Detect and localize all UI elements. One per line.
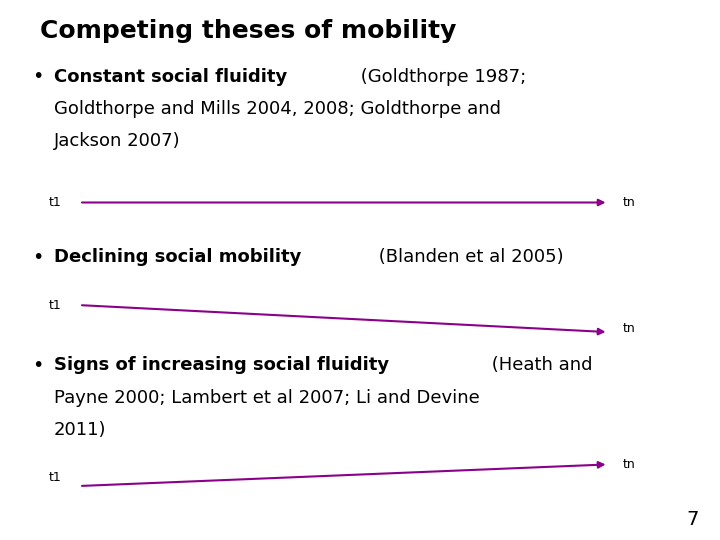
Text: tn: tn (623, 322, 636, 335)
Text: t1: t1 (48, 196, 61, 209)
Text: •: • (32, 248, 44, 267)
Text: tn: tn (623, 458, 636, 471)
Text: t1: t1 (48, 471, 61, 484)
Text: (Heath and: (Heath and (487, 356, 593, 374)
Text: Constant social fluidity: Constant social fluidity (54, 68, 287, 85)
Text: Declining social mobility: Declining social mobility (54, 248, 302, 266)
Text: tn: tn (623, 196, 636, 209)
Text: Signs of increasing social fluidity: Signs of increasing social fluidity (54, 356, 389, 374)
Text: (Blanden et al 2005): (Blanden et al 2005) (373, 248, 564, 266)
Text: 2011): 2011) (54, 421, 107, 439)
Text: Goldthorpe and Mills 2004, 2008; Goldthorpe and: Goldthorpe and Mills 2004, 2008; Goldtho… (54, 100, 501, 118)
Text: •: • (32, 356, 44, 375)
Text: Competing theses of mobility: Competing theses of mobility (40, 19, 456, 43)
Text: Jackson 2007): Jackson 2007) (54, 132, 181, 150)
Text: •: • (32, 68, 44, 86)
Text: 7: 7 (686, 510, 698, 529)
Text: (Goldthorpe 1987;: (Goldthorpe 1987; (355, 68, 526, 85)
Text: t1: t1 (48, 299, 61, 312)
Text: Payne 2000; Lambert et al 2007; Li and Devine: Payne 2000; Lambert et al 2007; Li and D… (54, 389, 480, 407)
